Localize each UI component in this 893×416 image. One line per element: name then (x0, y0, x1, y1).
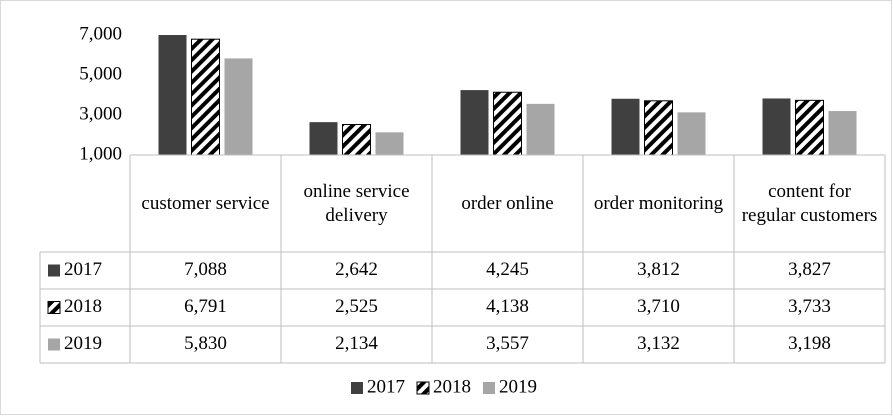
table-value: 3,132 (637, 333, 680, 354)
bar (762, 98, 791, 155)
table-value: 3,812 (637, 259, 680, 280)
bar (677, 112, 706, 155)
bar (611, 98, 640, 155)
legend-label: 2019 (499, 376, 537, 397)
table-value: 2,642 (335, 259, 378, 280)
bar (493, 91, 522, 155)
table-value: 3,827 (788, 259, 831, 280)
legend-key (47, 301, 61, 314)
category-label: online service delivery (303, 180, 410, 226)
bar (375, 132, 404, 155)
row-label: 2017 (64, 259, 102, 280)
row-label: 2018 (64, 296, 102, 317)
y-tick-label: 7,000 (79, 23, 122, 44)
legend-label: 2017 (367, 376, 405, 397)
table-value: 7,088 (184, 259, 227, 280)
table-value: 3,557 (486, 333, 529, 354)
table-value: 3,710 (637, 296, 680, 317)
table-value: 3,198 (788, 333, 831, 354)
bar (828, 111, 857, 155)
table-value: 2,134 (335, 333, 378, 354)
table-value: 2,525 (335, 296, 378, 317)
legend-key (351, 382, 363, 394)
legend-key (483, 382, 495, 394)
table-value: 6,791 (184, 296, 227, 317)
table-value: 3,733 (788, 296, 831, 317)
bar (342, 124, 371, 155)
plot-area (158, 35, 857, 155)
category-label: order online (461, 192, 554, 214)
category-label: content for regular customers (741, 180, 878, 226)
bar (191, 38, 220, 155)
category-label: customer service (141, 192, 270, 214)
legend-key (48, 338, 60, 351)
bar (795, 99, 824, 155)
table-value: 4,138 (486, 296, 529, 317)
category-label: order monitoring (593, 192, 724, 214)
y-tick-label: 3,000 (79, 103, 122, 124)
bar (460, 90, 489, 155)
bar (526, 103, 555, 155)
bar (644, 100, 673, 155)
legend-key (416, 381, 430, 395)
y-tick-label: 5,000 (79, 63, 122, 84)
bar (309, 122, 338, 155)
legend-key (48, 264, 60, 277)
bar (224, 58, 253, 155)
bar (158, 35, 187, 155)
table-value: 4,245 (486, 259, 529, 280)
row-label: 2019 (64, 333, 102, 354)
legend-label: 2018 (433, 376, 471, 397)
table-value: 5,830 (184, 333, 227, 354)
y-tick-label: 1,000 (79, 143, 122, 164)
